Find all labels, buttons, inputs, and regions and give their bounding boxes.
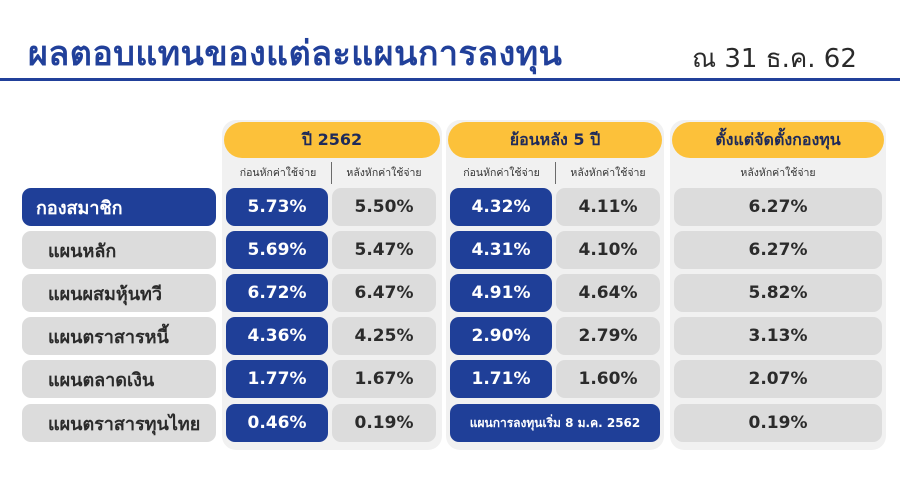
header-year: ปี 2562: [224, 122, 440, 158]
cell-five-year-after: 4.11%: [556, 188, 660, 226]
cell-year-before: 1.77%: [226, 360, 328, 398]
row-label-main-plan: แผนหลัก: [22, 231, 216, 269]
cell-five-year-after: 4.64%: [556, 274, 660, 312]
cell-five-year-after: 4.10%: [556, 231, 660, 269]
cell-year-before: 5.69%: [226, 231, 328, 269]
row-label-member-fund: กองสมาชิก: [22, 188, 216, 226]
cell-since-inception: 2.07%: [674, 360, 882, 398]
cell-year-after: 4.25%: [332, 317, 436, 355]
as-of-date: ณ 31 ธ.ค. 62: [692, 44, 857, 74]
page-title: ผลตอบแทนของแต่ละแผนการลงทุน: [28, 34, 563, 74]
row-label-thai-equity-plan: แผนตราสารทุนไทย: [22, 404, 216, 442]
cell-five-year-start-note: แผนการลงทุนเริ่ม 8 ม.ค. 2562: [450, 404, 660, 442]
cell-year-before: 6.72%: [226, 274, 328, 312]
cell-five-year-before: 4.32%: [450, 188, 552, 226]
cell-five-year-after: 2.79%: [556, 317, 660, 355]
cell-since-inception: 0.19%: [674, 404, 882, 442]
cell-five-year-before: 4.91%: [450, 274, 552, 312]
header-five-year: ย้อนหลัง 5 ปี: [448, 122, 662, 158]
subheader-divider: [555, 162, 556, 184]
subheader-five-year-after: หลังหักค่าใช้จ่าย: [570, 166, 646, 179]
cell-year-after: 5.50%: [332, 188, 436, 226]
cell-year-after: 1.67%: [332, 360, 436, 398]
cell-year-after: 5.47%: [332, 231, 436, 269]
subheader-year-after: หลังหักค่าใช้จ่าย: [346, 166, 422, 179]
cell-since-inception: 6.27%: [674, 231, 882, 269]
cell-year-after: 0.19%: [332, 404, 436, 442]
row-label-money-market-plan: แผนตลาดเงิน: [22, 360, 216, 398]
subheader-divider: [331, 162, 332, 184]
subheader-inception-after: หลังหักค่าใช้จ่าย: [740, 166, 816, 179]
row-label-mixed-equity-plan: แผนผสมหุ้นทวี: [22, 274, 216, 312]
cell-five-year-after: 1.60%: [556, 360, 660, 398]
row-label-fixed-income-plan: แผนตราสารหนี้: [22, 317, 216, 355]
cell-five-year-before: 2.90%: [450, 317, 552, 355]
subheader-five-year-before: ก่อนหักค่าใช้จ่าย: [463, 166, 540, 179]
cell-five-year-before: 4.31%: [450, 231, 552, 269]
cell-year-before: 5.73%: [226, 188, 328, 226]
cell-five-year-before: 1.71%: [450, 360, 552, 398]
cell-since-inception: 5.82%: [674, 274, 882, 312]
cell-year-before: 0.46%: [226, 404, 328, 442]
cell-since-inception: 6.27%: [674, 188, 882, 226]
subheader-year-before: ก่อนหักค่าใช้จ่าย: [239, 166, 317, 179]
title-underline: [0, 78, 900, 81]
cell-since-inception: 3.13%: [674, 317, 882, 355]
cell-year-after: 6.47%: [332, 274, 436, 312]
header-inception: ตั้งแต่จัดตั้งกองทุน: [672, 122, 884, 158]
cell-year-before: 4.36%: [226, 317, 328, 355]
